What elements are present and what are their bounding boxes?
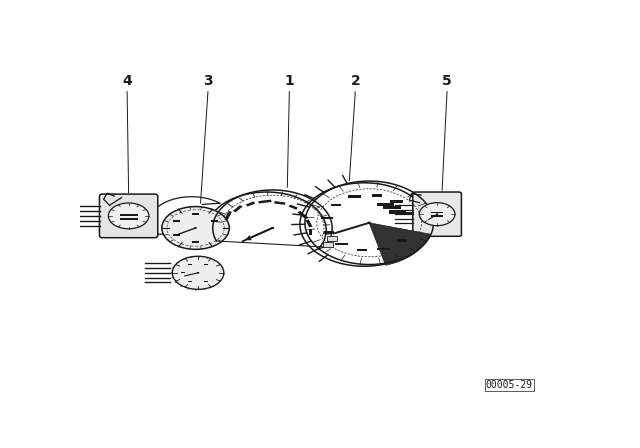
Bar bbox=[397, 240, 407, 242]
Ellipse shape bbox=[172, 256, 224, 289]
Bar bbox=[204, 263, 208, 265]
Bar bbox=[332, 204, 341, 206]
Ellipse shape bbox=[108, 203, 149, 229]
Bar bbox=[376, 202, 394, 206]
Bar bbox=[327, 236, 337, 241]
Bar bbox=[383, 206, 401, 210]
Bar bbox=[431, 215, 443, 216]
Bar bbox=[259, 199, 271, 203]
Ellipse shape bbox=[196, 272, 199, 274]
Bar bbox=[120, 218, 138, 220]
Bar bbox=[233, 205, 243, 212]
Bar bbox=[180, 272, 184, 273]
Ellipse shape bbox=[419, 202, 455, 226]
Ellipse shape bbox=[271, 227, 274, 229]
Bar bbox=[335, 243, 348, 246]
Bar bbox=[404, 212, 414, 215]
Text: 5: 5 bbox=[442, 74, 452, 88]
Bar bbox=[390, 200, 403, 202]
Bar bbox=[192, 213, 199, 215]
Bar bbox=[246, 202, 255, 207]
FancyBboxPatch shape bbox=[413, 192, 461, 236]
Bar bbox=[305, 220, 312, 228]
Bar bbox=[274, 201, 285, 205]
Bar bbox=[321, 217, 333, 219]
Bar bbox=[224, 211, 232, 220]
Bar bbox=[309, 229, 312, 235]
Ellipse shape bbox=[436, 213, 438, 215]
Bar bbox=[388, 211, 406, 214]
Bar bbox=[356, 249, 367, 251]
Bar bbox=[289, 204, 298, 210]
Bar bbox=[173, 234, 180, 236]
Text: 4: 4 bbox=[122, 74, 132, 88]
Ellipse shape bbox=[194, 227, 197, 229]
Text: 1: 1 bbox=[284, 74, 294, 88]
Bar bbox=[378, 248, 390, 250]
Bar bbox=[211, 220, 218, 222]
Bar bbox=[372, 194, 381, 197]
Bar bbox=[120, 214, 138, 216]
FancyBboxPatch shape bbox=[99, 194, 158, 238]
Ellipse shape bbox=[162, 207, 229, 250]
Bar bbox=[348, 195, 361, 198]
Bar bbox=[431, 212, 443, 213]
Bar bbox=[188, 263, 192, 265]
Bar bbox=[188, 281, 192, 282]
Bar bbox=[192, 241, 199, 243]
Bar bbox=[323, 242, 333, 247]
Wedge shape bbox=[369, 223, 430, 265]
Bar bbox=[173, 220, 180, 222]
Bar bbox=[324, 231, 334, 233]
Text: 00005-29: 00005-29 bbox=[486, 380, 532, 390]
Bar bbox=[204, 281, 208, 282]
Bar bbox=[298, 211, 308, 219]
Text: 2: 2 bbox=[351, 74, 360, 88]
Text: 3: 3 bbox=[203, 74, 212, 88]
Ellipse shape bbox=[367, 222, 371, 224]
